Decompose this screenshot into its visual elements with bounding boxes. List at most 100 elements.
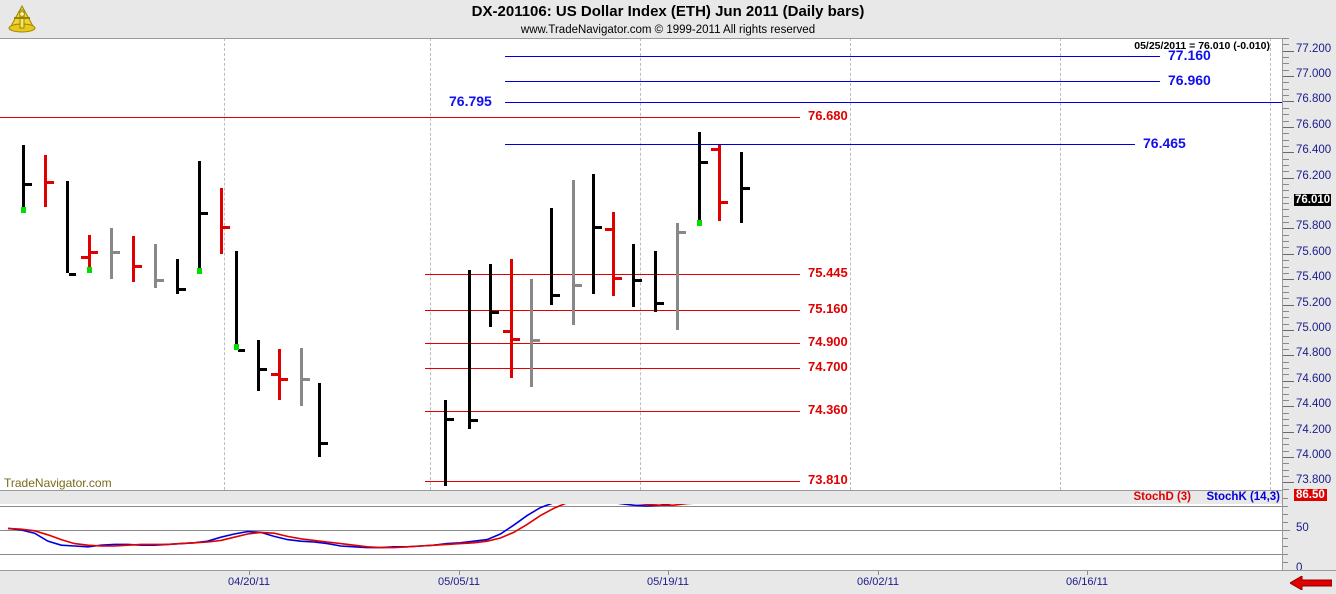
price-axis-minor-tick <box>1283 342 1289 344</box>
reference-line-label: 76.795 <box>449 93 492 110</box>
ohlc-open-tick <box>271 373 278 377</box>
stochastic-axis-minor-tick <box>1283 506 1288 507</box>
stochastic-axis-minor-tick <box>1283 498 1288 499</box>
bar-up-marker <box>87 266 92 273</box>
price-axis-tick <box>1283 228 1294 230</box>
ohlc-bar <box>468 270 471 430</box>
price-axis-tick <box>1283 304 1294 306</box>
reference-line <box>505 102 1282 104</box>
ohlc-bar <box>676 223 679 330</box>
ohlc-bar <box>654 251 657 313</box>
reference-line-label: 74.360 <box>808 402 848 418</box>
bar-up-marker <box>21 207 26 214</box>
ohlc-bar <box>132 236 135 282</box>
ohlc-close-tick <box>615 276 622 280</box>
price-axis-minor-tick <box>1283 44 1289 46</box>
price-axis-tick <box>1283 101 1294 103</box>
ohlc-open-tick <box>711 148 718 152</box>
price-axis-tick <box>1283 76 1294 78</box>
stochastic-reference-line <box>0 506 1282 507</box>
ohlc-close-tick <box>471 418 478 422</box>
price-axis-label: 74.400 <box>1296 398 1332 411</box>
price-axis[interactable]: 77.200 77.000 76.800 76.600 76.400 76.200 75.8… <box>1282 38 1336 490</box>
ohlc-close-tick <box>201 211 208 215</box>
price-axis-minor-tick <box>1283 469 1289 471</box>
stochastic-header-bar <box>0 490 1282 504</box>
price-axis-minor-tick <box>1283 196 1289 198</box>
stochastic-axis: 50 0 86.50 <box>1282 489 1336 574</box>
price-axis-minor-tick <box>1283 209 1289 211</box>
ohlc-close-tick <box>281 378 288 382</box>
ohlc-bar <box>300 347 303 407</box>
price-axis-tick <box>1283 152 1294 154</box>
price-axis-minor-tick <box>1283 247 1289 249</box>
stochastic-series-line <box>7 497 741 549</box>
ohlc-bar <box>154 243 157 289</box>
ohlc-close-tick <box>157 279 164 283</box>
price-axis-minor-tick <box>1283 425 1289 427</box>
price-axis-label: 75.400 <box>1296 271 1332 284</box>
ohlc-close-tick <box>91 251 98 255</box>
price-axis-label: 73.800 <box>1296 474 1332 487</box>
ohlc-close-tick <box>179 288 186 292</box>
stochastic-axis-minor-tick <box>1283 522 1288 523</box>
stochastic-reference-line <box>0 554 1282 555</box>
price-axis-minor-tick <box>1283 241 1289 243</box>
price-axis-minor-tick <box>1283 336 1289 338</box>
price-axis-label: 77.200 <box>1296 42 1332 55</box>
price-axis-minor-tick <box>1283 266 1289 268</box>
ohlc-close-tick <box>595 225 602 229</box>
vertical-gridline <box>1270 38 1271 490</box>
price-axis-label: 76.600 <box>1296 118 1332 131</box>
ohlc-bar <box>550 208 553 305</box>
price-axis-tick <box>1283 431 1294 433</box>
price-axis-label: 76.200 <box>1296 169 1332 182</box>
ohlc-close-tick <box>303 378 310 382</box>
ohlc-close-tick <box>113 251 120 255</box>
price-axis-minor-tick <box>1283 215 1289 217</box>
ohlc-close-tick <box>260 368 267 372</box>
ohlc-bar <box>740 152 743 224</box>
ohlc-close-tick <box>701 161 708 165</box>
price-axis-label: 76.400 <box>1296 144 1332 157</box>
price-axis-label: 75.000 <box>1296 322 1332 335</box>
stochastic-axis-minor-tick <box>1283 538 1288 539</box>
price-axis-minor-tick <box>1283 298 1289 300</box>
price-plot-area[interactable]: 77.160 76.960 76.795 76.680 76.465 75.445 75.1… <box>0 38 1282 490</box>
price-axis-minor-tick <box>1283 222 1289 224</box>
price-axis-minor-tick <box>1283 412 1289 414</box>
price-axis-minor-tick <box>1283 418 1289 420</box>
reference-line-label: 77.160 <box>1168 46 1211 63</box>
price-axis-minor-tick <box>1283 361 1289 363</box>
price-axis-minor-tick <box>1283 203 1289 205</box>
ohlc-close-tick <box>25 182 32 186</box>
price-axis-label: 75.600 <box>1296 245 1332 258</box>
ohlc-bar <box>592 173 595 295</box>
reference-line <box>505 81 1160 83</box>
ohlc-bar <box>66 181 69 273</box>
price-axis-minor-tick <box>1283 158 1289 160</box>
reference-line-label: 73.810 <box>808 472 848 488</box>
stochastic-axis-label: 0 <box>1296 562 1303 574</box>
bar-up-marker <box>697 219 702 226</box>
price-axis-label: 74.600 <box>1296 372 1332 385</box>
price-axis-minor-tick <box>1283 488 1289 490</box>
price-axis-tick <box>1283 355 1294 357</box>
date-axis-label: 05/05/11 <box>437 576 481 588</box>
ohlc-close-tick <box>553 294 560 298</box>
ohlc-close-tick <box>238 349 245 353</box>
reference-line-label: 75.160 <box>808 300 848 316</box>
price-axis-minor-tick <box>1283 120 1289 122</box>
ohlc-close-tick <box>575 284 582 288</box>
left-arrow-icon[interactable] <box>1290 576 1332 590</box>
price-axis-minor-tick <box>1283 171 1289 173</box>
price-axis-label: 76.800 <box>1296 93 1332 106</box>
price-axis-minor-tick <box>1283 114 1289 116</box>
vertical-gridline <box>1060 38 1061 490</box>
price-axis-minor-tick <box>1283 323 1289 325</box>
stochastic-axis-minor-tick <box>1283 514 1288 515</box>
sextant-logo-icon <box>8 4 36 33</box>
price-axis-minor-tick <box>1283 444 1289 446</box>
date-axis[interactable]: 04/20/11 05/05/11 05/19/11 06/02/11 06/16/11 <box>0 570 1336 594</box>
